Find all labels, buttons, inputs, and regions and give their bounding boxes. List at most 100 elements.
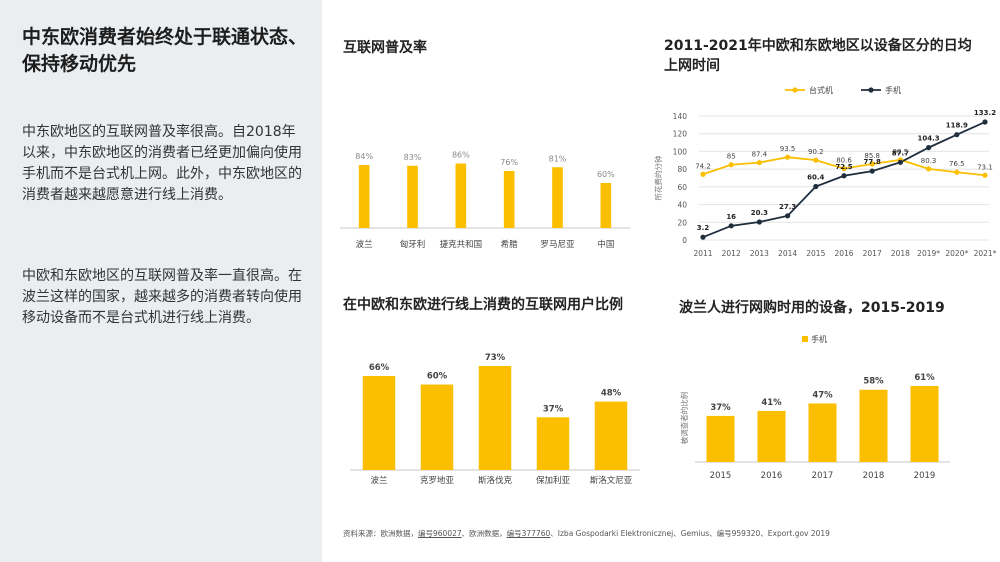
bar-value-label-3: 58%: [863, 377, 884, 387]
bar-value-label-1: 41%: [761, 398, 782, 408]
series-line-mobile: [702, 121, 986, 239]
bar-value-label-1: 60%: [427, 372, 448, 382]
legend-label-desktop: 台式机: [809, 85, 833, 95]
bar-0: [362, 375, 396, 470]
desktop-point-8: [926, 166, 932, 172]
source-mid: 、欧洲数据，: [461, 529, 507, 538]
chart-poland-devices: 37% 2015 41% 2016 47% 2017 58% 2018 61% 2019 手机被调查…: [679, 334, 950, 481]
desktop-label-0: 74.2: [695, 162, 711, 170]
desktop-point-10: [982, 172, 988, 178]
y-tick-label-2: 40: [677, 201, 687, 210]
legend-label-mobile: 手机: [885, 85, 901, 95]
y-tick-label-1: 20: [677, 218, 687, 227]
mobile-label-0: 3.2: [697, 224, 710, 232]
bar-value-label-5: 60%: [597, 170, 615, 179]
mobile-label-9: 118.9: [946, 122, 968, 130]
bar-value-label-2: 47%: [812, 390, 833, 400]
x-tick-label-9: 2020*: [945, 249, 968, 258]
desktop-label-10: 73.1: [977, 163, 993, 171]
bar-value-label-2: 73%: [485, 353, 506, 363]
chart4-title: 波兰人进行网购时用的设备，2015-2019: [679, 300, 945, 316]
bar-value-label-2: 86%: [452, 151, 470, 160]
mobile-label-6: 77.8: [864, 158, 881, 166]
desktop-label-5: 80.6: [836, 157, 852, 165]
mobile-point-1: [728, 223, 734, 229]
chart3-title: 在中欧和东欧进行线上消费的互联网用户比例: [343, 297, 623, 313]
mobile-point-0: [700, 234, 706, 240]
bar-value-label-4: 48%: [601, 389, 622, 399]
bar-1: [757, 410, 786, 462]
bar-value-label-1: 83%: [404, 153, 422, 162]
x-tick-label-5: 2016: [834, 249, 853, 258]
chart-daily-time-by-device: 0 20 40 60 80 100 120 140 所花费的分钟 2011 2012 2013 2014…: [653, 85, 997, 258]
page-headline: 中东欧消费者始终处于联通状态、保持移动优先: [22, 26, 308, 75]
chart1-title: 互联网普及率: [343, 40, 427, 56]
desktop-label-2: 87.4: [752, 151, 768, 159]
bar-5: [600, 183, 612, 228]
bar-3: [536, 417, 570, 470]
bar-2: [478, 366, 512, 470]
bar-0: [358, 165, 370, 228]
source-link-1[interactable]: 编号960027: [418, 529, 462, 538]
y-tick-label-5: 100: [673, 147, 688, 156]
bar-value-label-3: 76%: [500, 158, 518, 167]
desktop-point-2: [756, 159, 762, 166]
x-tick-label-6: 2017: [863, 249, 882, 258]
bar-1: [407, 165, 418, 228]
category-label-4: 斯洛文尼亚: [590, 475, 633, 486]
source-prefix: 资料来源：欧洲数据，: [343, 529, 418, 538]
desktop-label-8: 80.3: [921, 157, 937, 165]
y-tick-label-6: 120: [673, 130, 688, 139]
category-label-2: 斯洛伐克: [478, 475, 513, 486]
mobile-label-3: 27.3: [779, 203, 796, 211]
mobile-label-5: 72.5: [835, 163, 852, 171]
source-link-2[interactable]: 编号377760: [506, 529, 551, 538]
desktop-label-9: 76.5: [949, 160, 965, 168]
category-label-1: 2016: [761, 471, 783, 481]
category-label-0: 2015: [710, 471, 732, 481]
source-rest: 、Izba Gospodarki Elektronicznej、Gemius、编…: [550, 529, 830, 538]
chart-online-shoppers: 66% 波兰 60% 克罗地亚 73% 斯洛伐克 37% 保加利亚 48% 斯洛文尼亚: [350, 353, 640, 486]
mobile-point-6: [869, 168, 875, 174]
bar-value-label-4: 81%: [549, 154, 567, 163]
desktop-point-3: [785, 154, 791, 160]
x-tick-label-4: 2015: [806, 249, 825, 258]
y-tick-label-4: 80: [677, 165, 687, 174]
y-tick-label-0: 0: [682, 236, 687, 245]
mobile-point-9: [954, 132, 960, 138]
category-label-2: 捷克共和国: [440, 239, 483, 250]
mobile-label-7: 87.7: [892, 149, 909, 157]
desktop-point-6: [869, 161, 875, 167]
x-tick-label-7: 2018: [891, 249, 910, 258]
mobile-point-4: [813, 183, 819, 190]
category-label-4: 罗马尼亚: [540, 240, 575, 250]
mobile-label-2: 20.3: [751, 209, 768, 217]
desktop-label-6: 85.8: [864, 152, 880, 160]
legend-swatch-mobile: [802, 336, 808, 342]
bar-4: [910, 386, 939, 462]
category-label-3: 希腊: [501, 239, 519, 250]
desktop-label-1: 85: [727, 153, 736, 161]
left-panel: 中东欧消费者始终处于联通状态、保持移动优先 中东欧地区的互联网普及率很高。自20…: [0, 0, 322, 562]
bar-4: [594, 401, 628, 470]
bar-2: [808, 403, 837, 462]
category-label-1: 克罗地亚: [420, 475, 455, 486]
category-label-4: 2019: [914, 471, 936, 481]
desktop-label-4: 90.2: [808, 148, 824, 156]
legend-label-mobile: 手机: [811, 334, 827, 344]
legend-marker-mobile: [868, 87, 874, 93]
mobile-point-7: [897, 159, 903, 165]
mobile-label-4: 60.4: [807, 174, 824, 182]
category-label-3: 2018: [863, 471, 885, 481]
paragraph-penetration: 中东欧地区的互联网普及率很高。自2018年以来，中东欧地区的消费者已经更加偏向使…: [22, 124, 302, 203]
category-label-3: 保加利亚: [536, 475, 571, 486]
category-label-0: 波兰: [356, 239, 373, 250]
desktop-label-7: 90.5: [893, 148, 909, 156]
bar-value-label-0: 37%: [710, 403, 731, 413]
chart2-title: 2011-2021年中欧和东欧地区以设备区分的日均上网时间: [664, 38, 972, 74]
category-label-2: 2017: [812, 471, 834, 481]
source-note: 资料来源：欧洲数据，编号960027、欧洲数据，编号377760、Izba Go…: [343, 528, 830, 539]
mobile-point-5: [841, 173, 847, 179]
x-tick-label-0: 2011: [693, 249, 712, 258]
desktop-point-9: [954, 169, 960, 175]
